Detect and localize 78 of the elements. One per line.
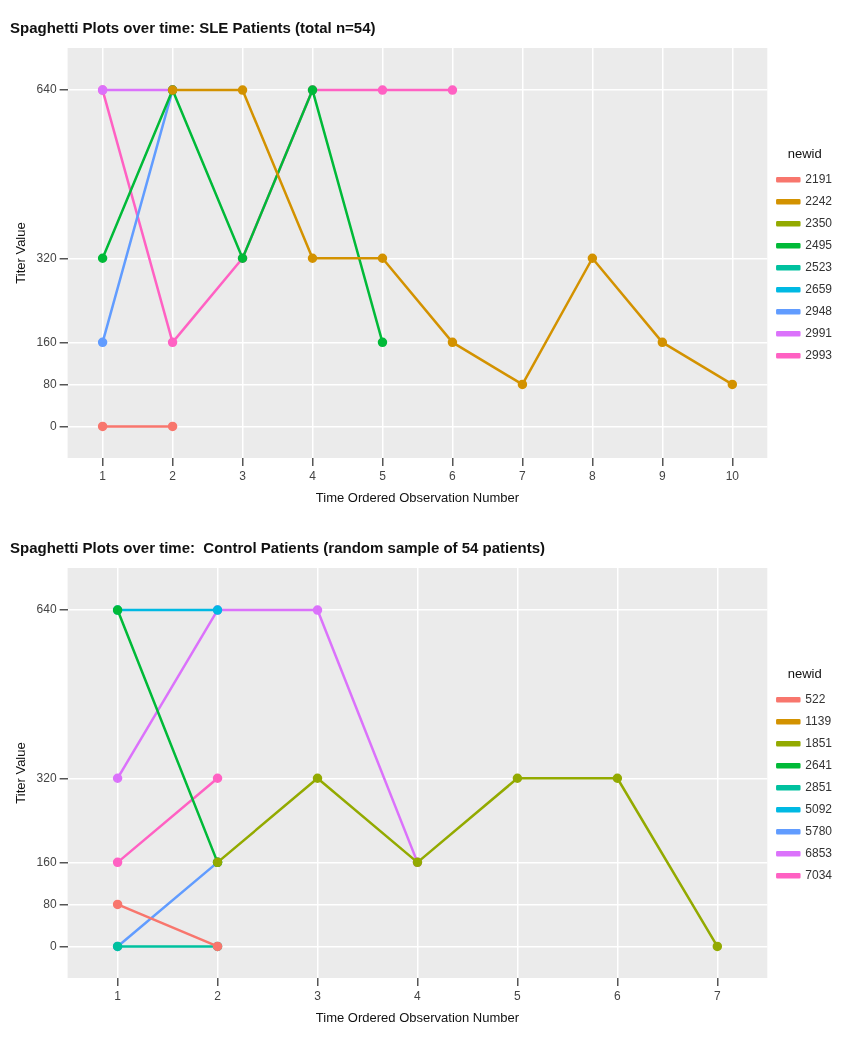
point xyxy=(447,337,458,348)
legend-label: 7034 xyxy=(805,868,833,883)
x-tick-label: 10 xyxy=(725,468,740,483)
y-tick-label: 320 xyxy=(36,250,57,265)
legend-label: 5780 xyxy=(805,824,833,839)
legend-label: 2851 xyxy=(805,780,833,795)
legend-label: 2991 xyxy=(805,326,833,341)
point xyxy=(97,421,108,432)
point xyxy=(112,899,123,910)
y-tick-label: 320 xyxy=(36,770,57,785)
x-tick-label: 4 xyxy=(309,468,317,483)
x-tick-label: 8 xyxy=(589,468,597,483)
y-tick-label: 640 xyxy=(36,82,57,97)
y-axis-title: Titer Value xyxy=(13,222,29,284)
point xyxy=(712,941,723,952)
x-tick-label: 2 xyxy=(169,468,177,483)
x-tick-label: 6 xyxy=(449,468,457,483)
point xyxy=(167,337,178,348)
point xyxy=(657,337,668,348)
point xyxy=(307,253,318,264)
point xyxy=(517,379,528,390)
y-tick-label: 0 xyxy=(49,418,57,433)
x-tick-label: 7 xyxy=(713,988,721,1003)
chart-title: Spaghetti Plots over time: Control Patients (random sample of 54 patients) xyxy=(10,539,546,557)
point xyxy=(612,773,623,784)
x-tick-label: 2 xyxy=(214,988,222,1003)
x-tick-label: 9 xyxy=(659,468,667,483)
point xyxy=(377,253,388,264)
legend-label: 2191 xyxy=(805,172,833,187)
legend-label: 2641 xyxy=(805,758,833,773)
point xyxy=(312,605,323,615)
point xyxy=(512,773,523,784)
point xyxy=(237,85,248,95)
x-tick-label: 3 xyxy=(239,468,247,483)
point xyxy=(727,379,738,390)
y-tick-label: 160 xyxy=(36,334,57,349)
legend-label: 1851 xyxy=(805,736,833,751)
y-axis-title: Titer Value xyxy=(13,742,29,804)
legend-label: 2659 xyxy=(805,282,833,297)
legend-label: 1139 xyxy=(805,714,832,729)
legend-label: 2948 xyxy=(805,304,833,319)
x-tick-label: 7 xyxy=(519,468,527,483)
x-tick-label: 6 xyxy=(614,988,622,1003)
point xyxy=(212,773,223,784)
point xyxy=(97,253,108,264)
x-tick-label: 3 xyxy=(314,988,322,1003)
point xyxy=(167,421,178,432)
point xyxy=(447,85,458,95)
y-tick-label: 80 xyxy=(43,896,57,911)
y-tick-label: 0 xyxy=(49,938,57,953)
legend-label: 6853 xyxy=(805,846,833,861)
point xyxy=(112,773,123,784)
x-axis-title: Time Ordered Observation Number xyxy=(315,1009,520,1025)
legend-label: 2495 xyxy=(805,238,833,253)
x-tick-label: 1 xyxy=(99,468,107,483)
x-axis-title: Time Ordered Observation Number xyxy=(315,489,520,505)
x-tick-label: 5 xyxy=(514,988,522,1003)
point xyxy=(312,773,323,784)
x-tick-label: 1 xyxy=(114,988,122,1003)
x-tick-label: 4 xyxy=(414,988,422,1003)
point xyxy=(587,253,598,264)
point xyxy=(377,337,388,348)
legend-title: newid xyxy=(787,666,822,682)
legend-label: 5092 xyxy=(805,802,833,817)
legend-label: 522 xyxy=(805,692,826,707)
chart-title: Spaghetti Plots over time: SLE Patients (total n=54) xyxy=(10,19,376,37)
point xyxy=(97,337,108,348)
legend-label: 2350 xyxy=(805,216,833,231)
y-tick-label: 640 xyxy=(36,602,57,617)
legend-label: 2242 xyxy=(805,194,833,209)
legend-label: 2523 xyxy=(805,260,833,275)
legend-label: 2993 xyxy=(805,348,833,363)
y-tick-label: 160 xyxy=(36,854,57,869)
y-tick-label: 80 xyxy=(43,376,57,391)
point xyxy=(112,857,123,868)
legend-title: newid xyxy=(787,146,822,162)
x-tick-label: 5 xyxy=(379,468,387,483)
point xyxy=(377,85,388,95)
